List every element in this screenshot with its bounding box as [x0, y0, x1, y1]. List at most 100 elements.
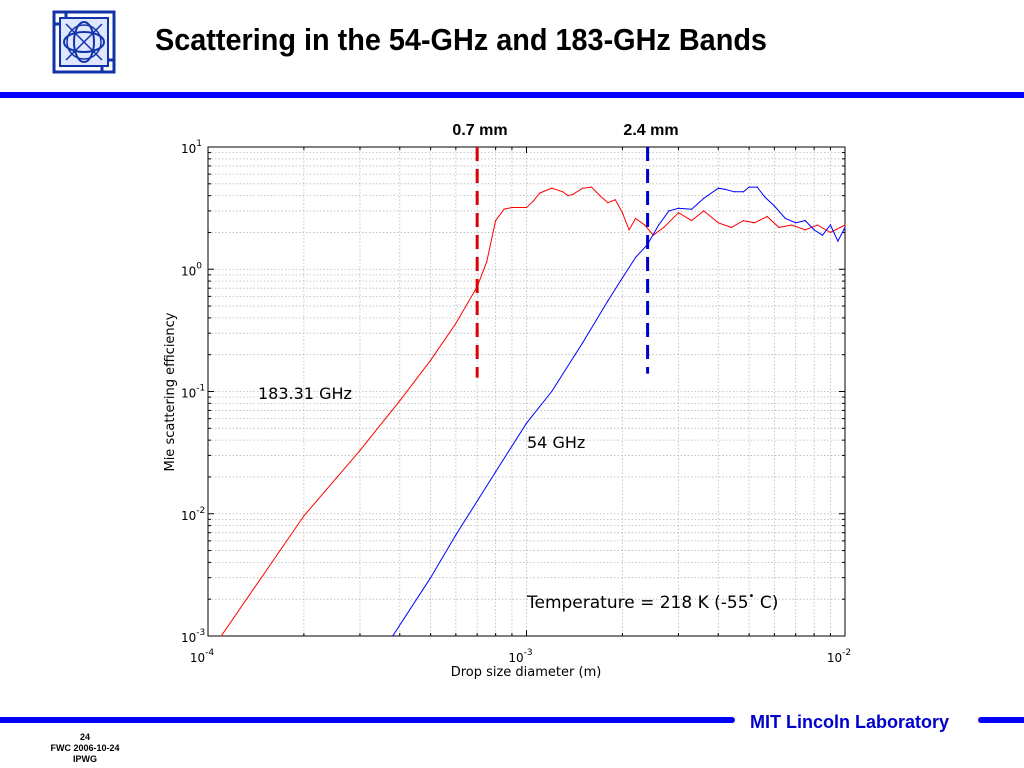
series-point-54-ghz — [582, 342, 584, 344]
series-point-183-ghz — [717, 222, 719, 224]
series-point-54-ghz — [495, 471, 497, 473]
series-point-183-ghz — [551, 187, 553, 189]
series-point-183-ghz — [430, 359, 432, 361]
chart-series — [220, 186, 846, 637]
series-point-183-ghz — [816, 224, 819, 226]
series-point-183-ghz — [567, 195, 569, 197]
temperature-text-after: C) — [754, 593, 778, 613]
page-number: 24 — [79, 732, 90, 742]
series-point-183-ghz — [495, 220, 497, 222]
series-point-54-ghz — [691, 208, 693, 210]
series-point-183-ghz — [486, 261, 488, 263]
series-point-54-ghz — [813, 229, 815, 231]
footer-bar-right — [978, 717, 1024, 723]
series-point-183-ghz — [730, 226, 733, 228]
series-point-183-ghz — [628, 229, 630, 231]
series-point-54-ghz — [764, 196, 766, 198]
series-point-183-ghz — [791, 224, 793, 226]
series-point-54-ghz — [551, 390, 553, 393]
y-tick-label: 101 — [181, 139, 202, 156]
series-point-54-ghz — [430, 577, 432, 579]
series-point-54-ghz — [621, 277, 624, 279]
y-tick-label: 10-3 — [181, 628, 205, 645]
x-tick-label: 10-4 — [190, 648, 215, 665]
series-point-54-ghz — [756, 186, 758, 188]
chart-grid — [208, 147, 845, 636]
marker-label-0-7-mm: 0.7 mm — [452, 122, 507, 139]
series-point-54-ghz — [658, 224, 660, 226]
series-point-183-ghz — [303, 515, 305, 517]
series-point-183-ghz — [844, 224, 846, 226]
footer-bar-left — [0, 717, 735, 723]
series-point-183-ghz — [691, 220, 693, 222]
series-point-54-ghz — [821, 234, 824, 236]
series-point-54-ghz — [837, 240, 839, 242]
series-point-183-ghz — [635, 217, 637, 220]
series-point-183-ghz — [455, 322, 457, 325]
x-axis-label: Drop size diameter (m) — [451, 665, 602, 680]
series-point-183-ghz — [778, 226, 780, 228]
footer-date: FWC 2006-10-24 — [50, 743, 120, 753]
slide-title: Scattering in the 54-GHz and 183-GHz Ban… — [155, 22, 767, 57]
series-point-54-ghz — [703, 197, 705, 199]
series-point-183-ghz — [539, 192, 541, 194]
series-point-183-ghz — [677, 212, 680, 214]
axis-ticks — [207, 147, 845, 637]
series-point-183-ghz — [359, 449, 361, 451]
series-point-54-ghz — [455, 534, 457, 536]
y-tick-label: 10-2 — [181, 506, 205, 523]
title-divider-bar — [0, 92, 1024, 98]
y-tick-label: 10-1 — [181, 384, 205, 401]
series-point-183-ghz — [582, 187, 584, 189]
series-point-183-ghz — [804, 229, 806, 231]
series-point-54-ghz — [742, 191, 745, 193]
series-point-183-ghz — [753, 222, 756, 224]
series-point-183-ghz — [511, 206, 513, 209]
annotation-183-ghz: 183.31 GHz — [258, 384, 352, 403]
y-tick-label: 100 — [181, 261, 202, 278]
mit-lincoln-laboratory-logo-icon — [52, 10, 116, 74]
series-point-54-ghz — [724, 188, 726, 190]
series-point-183-ghz — [599, 195, 601, 197]
annotation-temperature: Temperature = 218 K (-55• C) — [526, 591, 778, 613]
series-line-54-ghz — [392, 186, 846, 637]
series-point-183-ghz — [829, 231, 832, 233]
series-point-183-ghz — [399, 400, 401, 402]
diameter-markers — [475, 147, 650, 378]
series-point-54-ghz — [635, 256, 637, 258]
footer-venue: IPWG — [73, 754, 97, 764]
marker-label-2-4-mm: 2.4 mm — [623, 122, 678, 139]
slide-footer: 24 FWC 2006-10-24 IPWG — [30, 732, 140, 765]
series-point-183-ghz — [562, 191, 564, 193]
y-axis-label: Mie scattering efficiency — [163, 312, 178, 471]
series-point-54-ghz — [829, 224, 832, 226]
series-point-54-ghz — [677, 207, 680, 209]
series-point-183-ghz — [220, 635, 222, 637]
series-point-54-ghz — [525, 422, 528, 424]
axis-tick-labels: 10-4 10-3 10-2 101 100 10-1 10-2 10-3 — [181, 139, 851, 665]
series-point-183-ghz — [607, 202, 609, 204]
x-tick-label: 10-2 — [827, 648, 851, 665]
lab-name: MIT Lincoln Laboratory — [750, 712, 950, 732]
series-point-183-ghz — [703, 210, 705, 212]
series-point-54-ghz — [733, 191, 736, 193]
series-point-183-ghz — [590, 186, 593, 188]
series-point-54-ghz — [773, 205, 775, 207]
series-point-54-ghz — [668, 210, 670, 212]
series-point-183-ghz — [503, 208, 505, 210]
series-point-54-ghz — [392, 635, 394, 637]
series-point-54-ghz — [784, 217, 787, 220]
annotation-54-ghz: 54 GHz — [527, 433, 585, 452]
series-point-54-ghz — [748, 186, 750, 188]
series-point-54-ghz — [607, 300, 609, 302]
series-point-183-ghz — [525, 206, 528, 209]
series-point-183-ghz — [742, 220, 745, 222]
series-point-54-ghz — [804, 220, 806, 222]
series-point-183-ghz — [766, 215, 768, 218]
series-point-183-ghz — [621, 212, 624, 214]
series-line-183-ghz — [220, 186, 846, 637]
series-point-54-ghz — [717, 187, 719, 189]
series-point-54-ghz — [795, 222, 797, 224]
series-point-183-ghz — [572, 193, 574, 195]
mie-scattering-chart: 10-4 10-3 10-2 101 100 10-1 10-2 10-3 Drop size… — [163, 122, 851, 680]
